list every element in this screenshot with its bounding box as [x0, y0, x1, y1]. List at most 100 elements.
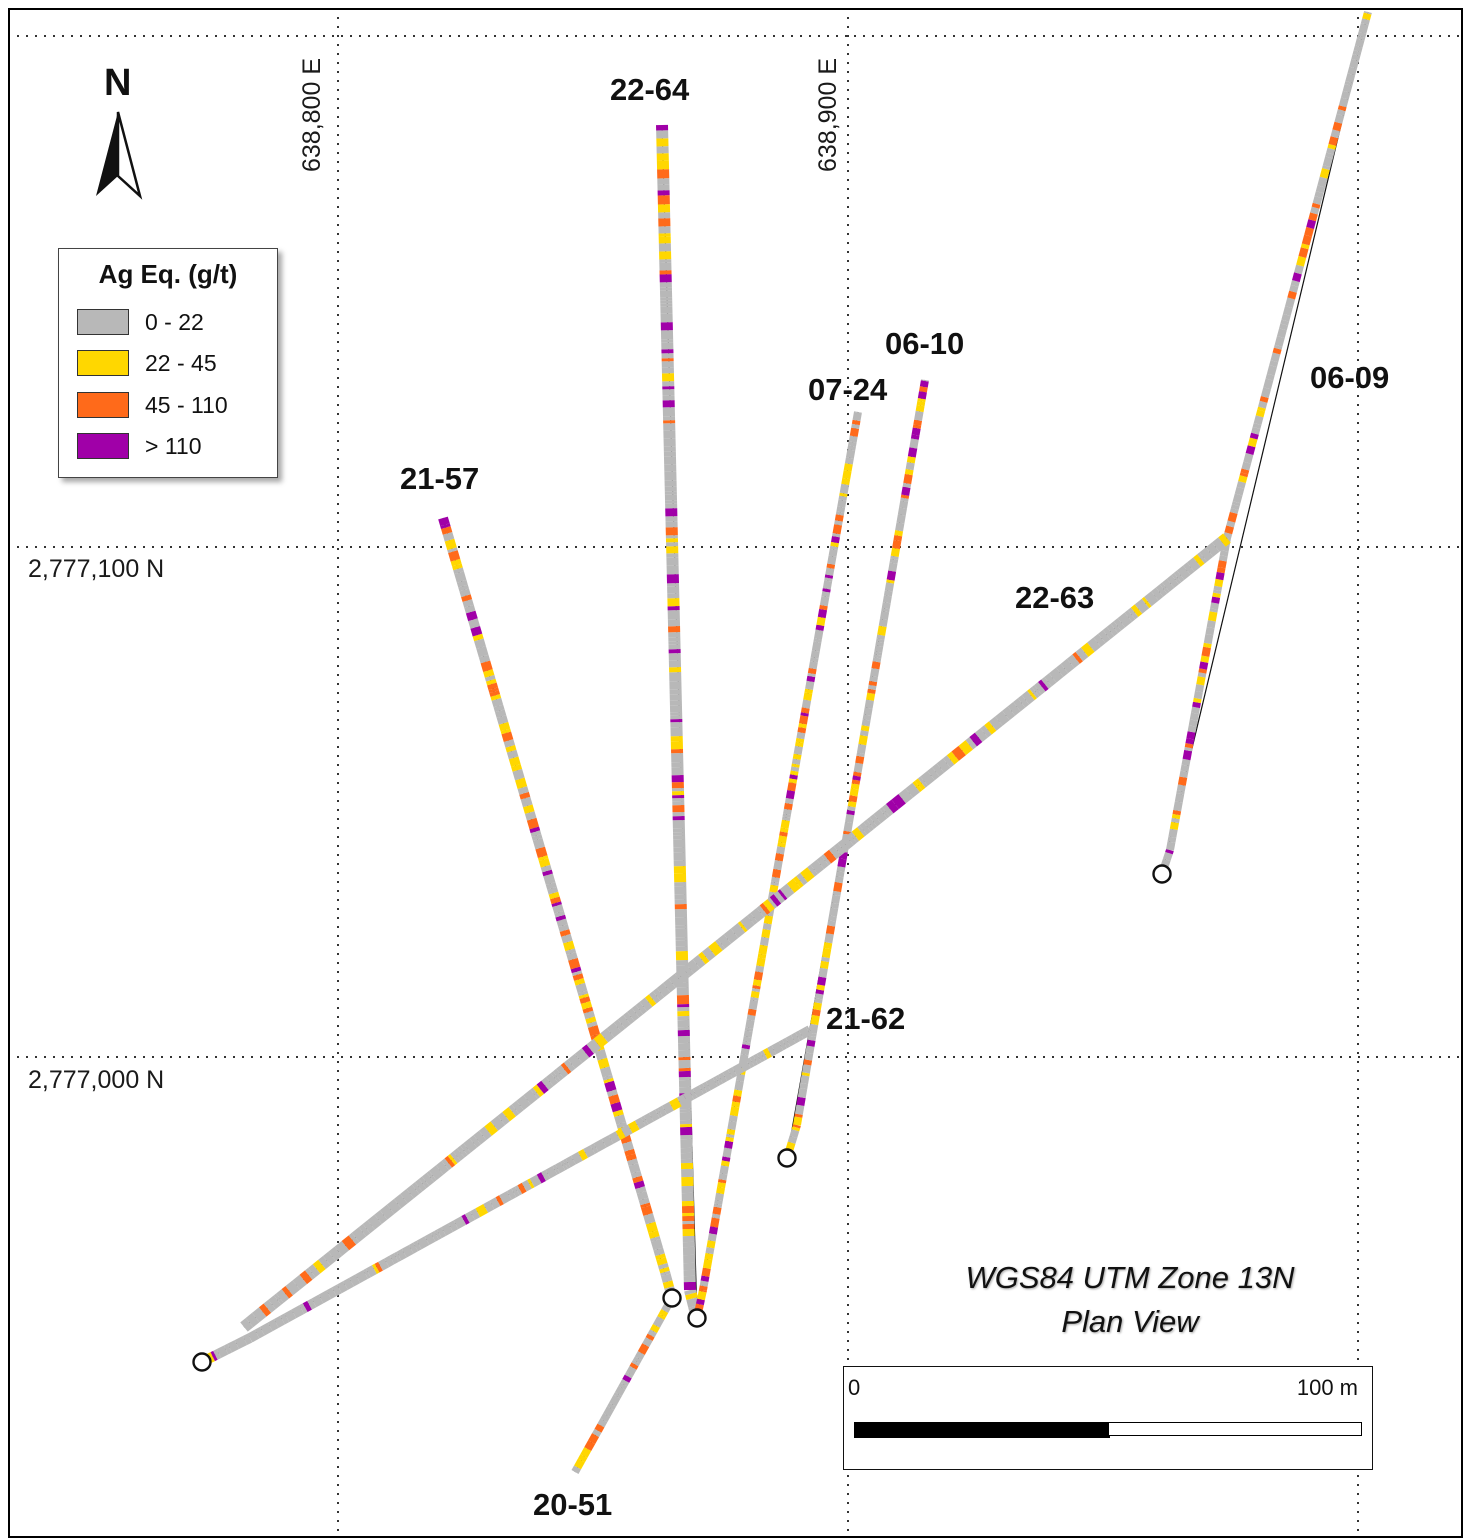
- assay-interval: [309, 1273, 312, 1276]
- assay-interval: [742, 926, 744, 928]
- assay-interval: [1327, 157, 1329, 166]
- assay-interval: [339, 1285, 345, 1288]
- assay-interval: [593, 1026, 596, 1035]
- assay-interval: [1204, 656, 1205, 662]
- assay-interval: [1155, 592, 1160, 596]
- assay-interval: [457, 1153, 461, 1156]
- assay-interval: [915, 435, 916, 439]
- assay-interval: [835, 537, 836, 543]
- assay-interval: [749, 1028, 750, 1031]
- assay-interval: [1191, 562, 1197, 567]
- assay-interval: [590, 1043, 597, 1049]
- drill-hole-07-24: [697, 412, 858, 1318]
- assay-interval: [832, 916, 833, 921]
- assay-interval: [1222, 561, 1223, 568]
- assay-interval: [799, 742, 800, 746]
- assay-interval: [410, 1189, 415, 1193]
- assay-interval: [1176, 811, 1177, 815]
- assay-interval: [841, 859, 842, 867]
- assay-interval: [851, 446, 852, 450]
- assay-interval: [302, 1308, 306, 1310]
- assay-interval: [851, 807, 852, 811]
- assay-interval: [488, 1126, 494, 1131]
- assay-interval: [629, 1150, 630, 1155]
- assay-interval: [758, 972, 759, 980]
- assay-interval: [547, 871, 548, 875]
- assay-interval: [612, 1091, 613, 1096]
- legend-swatch-purple: [77, 433, 129, 459]
- assay-interval: [296, 1279, 303, 1285]
- assay-interval: [471, 612, 473, 620]
- assay-interval: [660, 988, 666, 993]
- assay-interval: [1177, 802, 1179, 811]
- assay-interval: [656, 1240, 659, 1249]
- assay-interval: [931, 772, 936, 776]
- assay-interval: [819, 994, 820, 999]
- assay-interval: [898, 531, 899, 536]
- assay-interval: [618, 1388, 621, 1394]
- assay-interval: [628, 1374, 629, 1377]
- assay-interval: [617, 1394, 618, 1397]
- assay-interval: [1283, 325, 1284, 330]
- assay-interval: [637, 1122, 643, 1125]
- assay-interval: [627, 1142, 629, 1150]
- assay-interval: [374, 1268, 377, 1269]
- assay-interval: [552, 888, 553, 893]
- assay-interval: [837, 525, 839, 534]
- assay-interval: [618, 1133, 623, 1136]
- assay-interval: [457, 565, 458, 569]
- assay-interval: [604, 1033, 610, 1038]
- assay-interval: [902, 508, 903, 515]
- assay-interval: [812, 1033, 813, 1036]
- assay-interval: [840, 512, 841, 515]
- assay-interval: [811, 674, 812, 677]
- assay-interval: [841, 867, 842, 872]
- assay-interval: [718, 1204, 719, 1207]
- assay-interval: [488, 671, 490, 677]
- assay-interval: [902, 793, 909, 799]
- assay-interval: [584, 998, 585, 1003]
- assay-interval: [916, 428, 917, 435]
- assay-interval: [540, 1085, 545, 1089]
- assay-interval: [824, 597, 826, 606]
- assay-interval: [785, 820, 786, 828]
- assay-interval: [638, 1353, 641, 1358]
- assay-interval: [849, 458, 850, 464]
- assay-interval: [668, 1282, 670, 1288]
- assay-interval: [877, 814, 883, 819]
- assay-interval: [461, 1150, 464, 1153]
- assay-interval: [746, 1045, 747, 1049]
- assay-interval: [701, 1292, 703, 1300]
- assay-interval: [800, 739, 801, 743]
- north-letter: N: [104, 62, 131, 105]
- assay-interval: [404, 1249, 411, 1253]
- assay-interval: [557, 1073, 560, 1076]
- assay-interval: [534, 828, 535, 832]
- assay-interval: [602, 1059, 605, 1068]
- assay-interval: [651, 1114, 657, 1117]
- assay-interval: [863, 827, 867, 830]
- assay-interval: [1366, 14, 1368, 20]
- assay-interval: [1240, 482, 1242, 488]
- assay-interval: [749, 1020, 750, 1028]
- assay-interval: [520, 779, 523, 788]
- assay-interval: [644, 1199, 645, 1204]
- assay-interval: [338, 1246, 345, 1252]
- assay-interval: [720, 1188, 721, 1194]
- assay-interval: [575, 1467, 578, 1472]
- collar-marker: [664, 1290, 681, 1307]
- assay-interval: [646, 1207, 648, 1215]
- assay-interval: [850, 450, 851, 458]
- assay-interval: [244, 1323, 249, 1327]
- assay-interval: [827, 943, 828, 949]
- assay-interval: [1347, 85, 1349, 92]
- assay-interval: [940, 763, 946, 768]
- assay-interval: [1343, 99, 1345, 107]
- assay-interval: [793, 775, 794, 779]
- assay-interval: [604, 1139, 611, 1143]
- assay-interval: [767, 924, 768, 930]
- assay-interval: [1121, 617, 1128, 623]
- assay-interval: [791, 783, 792, 791]
- assay-interval: [455, 560, 456, 565]
- assay-interval: [793, 1037, 797, 1039]
